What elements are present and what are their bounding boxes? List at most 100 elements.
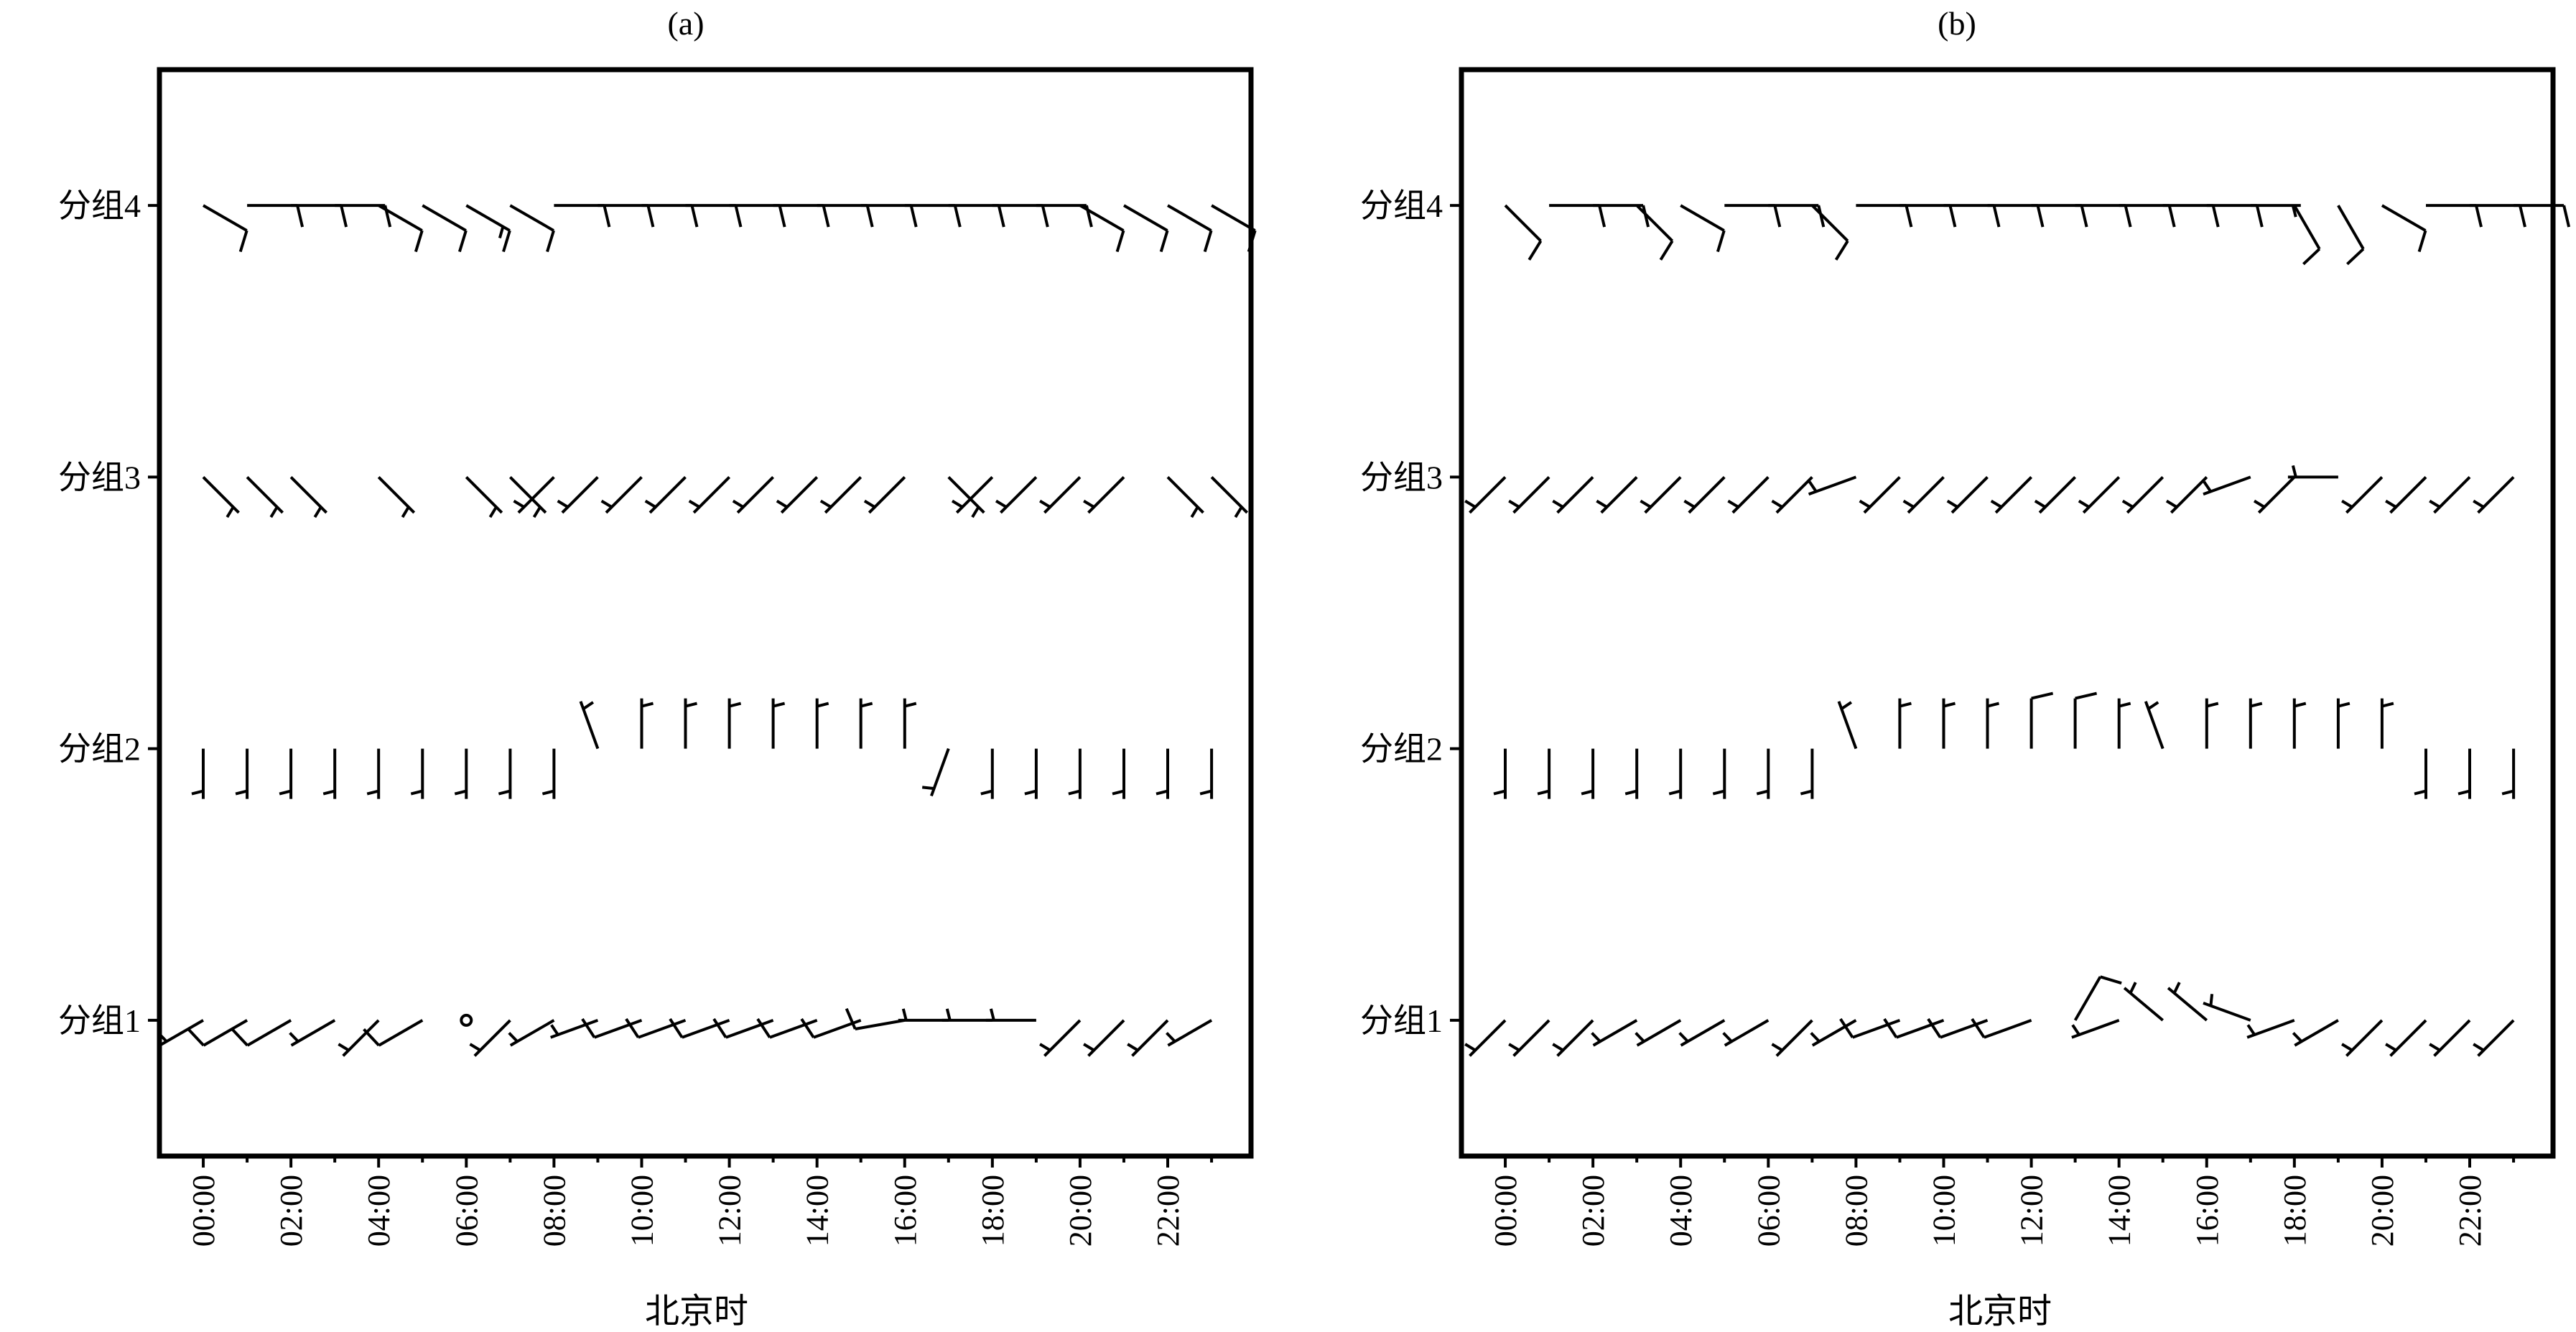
wind-barb — [1624, 748, 1639, 799]
wind-barb — [1990, 475, 2033, 514]
wind-barb — [1837, 701, 1858, 750]
x-tick-label: 18:00 — [975, 1175, 1010, 1247]
wind-barb — [322, 748, 337, 799]
wind-barb — [2073, 975, 2122, 1021]
wind-barb — [2246, 1019, 2295, 1039]
x-tick-label: 16:00 — [2190, 1175, 2225, 1247]
wind-barb — [1680, 204, 1726, 253]
wind-barb — [469, 1019, 511, 1057]
wind-barb — [2078, 475, 2121, 514]
wind-barb — [2337, 205, 2365, 266]
wind-barb — [819, 475, 862, 514]
y-tick-label: 分组1 — [1360, 1002, 1443, 1039]
wind-barb — [2071, 1019, 2120, 1039]
x-tick-label: 12:00 — [2014, 1175, 2050, 1247]
wind-barb — [550, 1019, 599, 1039]
wind-barb — [157, 1019, 205, 1047]
wind-barb — [247, 204, 304, 228]
wind-barb — [688, 475, 731, 514]
wind-barb — [338, 1019, 380, 1057]
x-tick-label: 04:00 — [1663, 1175, 1698, 1247]
wind-barb — [712, 1017, 774, 1039]
plot-frame — [1459, 67, 2556, 1159]
wind-barb — [1986, 698, 1999, 749]
panel-title: (b) — [1938, 5, 1976, 42]
wind-barb — [2144, 701, 2165, 750]
wind-barb — [465, 204, 511, 253]
wind-barb — [1683, 475, 1726, 514]
wind-barb — [1127, 1019, 1169, 1057]
y-tick-label: 分组3 — [58, 459, 141, 495]
wind-barb — [1942, 698, 1956, 749]
wind-barb — [992, 204, 1049, 228]
wind-barb — [289, 1019, 336, 1047]
x-tick-label: 04:00 — [361, 1175, 396, 1247]
wind-barb — [465, 475, 503, 518]
wind-barb — [2073, 691, 2098, 749]
wind-barb — [1771, 1019, 1813, 1057]
x-tick-label: 14:00 — [800, 1175, 835, 1247]
wind-barb — [1508, 475, 1550, 514]
wind-barb — [2473, 475, 2515, 514]
x-tick-label: 18:00 — [2277, 1175, 2312, 1247]
x-tick-label: 14:00 — [2102, 1175, 2137, 1247]
wind-barb — [684, 698, 697, 749]
x-tick-label: 10:00 — [1926, 1175, 1961, 1247]
y-tick-label: 分组4 — [1360, 187, 1443, 224]
wind-barb — [1039, 1019, 1082, 1057]
wind-barb — [541, 748, 556, 799]
wind-barb — [191, 748, 205, 799]
x-tick-label: 08:00 — [1838, 1175, 1874, 1247]
wind-barb — [2293, 205, 2321, 266]
wind-barb — [817, 204, 874, 228]
wind-barb — [1810, 1019, 1857, 1047]
x-tick-label: 12:00 — [712, 1175, 748, 1247]
wind-barb — [1068, 748, 1082, 799]
wind-barb — [377, 475, 416, 518]
wind-barb — [2458, 748, 2471, 799]
panel-a: (a) 分组1 分组2 分组3 分组4 00:00 02:00 04:00 06:00 08:0… — [58, 5, 1257, 1331]
y-tick-label: 分组1 — [58, 1002, 141, 1039]
wind-barb — [2380, 698, 2394, 749]
wind-barb — [1635, 204, 1674, 261]
wind-barb — [1808, 475, 1857, 496]
wind-barb — [941, 1008, 992, 1022]
wind-barb — [995, 475, 1038, 514]
wind-barb — [2470, 204, 2526, 228]
wind-barb — [1122, 204, 1169, 253]
wind-barb — [2203, 994, 2251, 1022]
wind-barb — [2292, 1019, 2339, 1047]
wind-barb — [2429, 1019, 2471, 1057]
x-tick-label: 06:00 — [449, 1175, 484, 1247]
wind-barb — [2341, 475, 2384, 514]
wind-barb — [2206, 204, 2264, 228]
wind-barb — [2167, 982, 2208, 1022]
wind-barb — [1156, 748, 1169, 799]
wind-barb — [2034, 475, 2077, 514]
wind-barb-calm — [460, 1013, 473, 1027]
wind-barb — [554, 204, 611, 228]
wind-barb — [1591, 1019, 1638, 1047]
wind-barb — [641, 204, 699, 228]
wind-barb — [898, 1008, 949, 1022]
wind-barb — [1083, 475, 1125, 514]
wind-barb — [1810, 204, 1849, 261]
wind-barb — [289, 475, 328, 518]
wind-barb — [2426, 204, 2483, 228]
wind-barb — [1727, 475, 1770, 514]
wind-barb — [669, 1017, 730, 1039]
wind-barb — [2341, 1019, 2384, 1057]
wind-barb — [1927, 1017, 1989, 1039]
wind-barb — [1166, 475, 1204, 518]
wind-barb — [1549, 204, 1606, 228]
x-axis-label: 北京时 — [645, 1293, 748, 1331]
wind-barb — [498, 748, 512, 799]
wind-barb — [904, 204, 962, 228]
wind-barb — [2292, 698, 2307, 749]
y-tick-label: 分组2 — [58, 731, 141, 768]
wind-barb — [1987, 204, 2045, 228]
wind-barb — [1581, 748, 1595, 799]
wind-barb — [291, 204, 348, 228]
wind-barb — [1724, 204, 1782, 228]
wind-barb — [1943, 204, 2001, 228]
